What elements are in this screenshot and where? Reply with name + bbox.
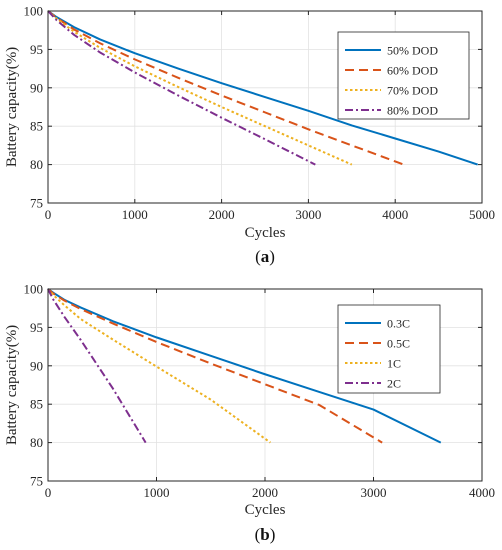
chart-a-series-2-line (47, 10, 353, 166)
chart-b-y-tick-label: 90 (30, 358, 43, 373)
chart-b-y-axis-label: Battery capacity(%) (4, 325, 20, 445)
chart-b-y-tick-label: 85 (30, 397, 43, 412)
chart-a-x-tick-label: 5000 (469, 207, 495, 222)
chart-b-legend-label-3: 2C (387, 377, 401, 391)
chart-a-x-tick-label: 4000 (382, 207, 408, 222)
chart-a-y-tick-label: 90 (30, 80, 43, 95)
chart-a-legend: 50% DOD 60% DOD 70% DOD 80% DOD (337, 31, 470, 120)
chart-a-x-tick-label: 2000 (209, 207, 235, 222)
chart-a-x-axis-label: Cycles (245, 225, 286, 241)
chart-a-axes-box (47, 10, 483, 204)
chart-b-legend: 0.3C 0.5C 1C 2C (337, 304, 441, 394)
chart-a-legend-label-0: 50% DOD (387, 44, 438, 58)
chart-a-y-tick-label: 85 (30, 119, 43, 134)
chart-a-x-tick-label: 3000 (295, 207, 321, 222)
chart-a-legend-label-3: 80% DOD (387, 104, 438, 118)
chart-b-x-tick-label: 4000 (469, 485, 495, 500)
chart-a-legend-label-1: 60% DOD (387, 64, 438, 78)
chart-a-x-tick-label: 1000 (122, 207, 148, 222)
chart-b-series-3-line (47, 288, 147, 444)
chart-b-legend-label-0: 0.3C (387, 317, 410, 331)
chart-a-y-tick-label: 80 (30, 157, 43, 172)
chart-b-x-tick-label: 1000 (144, 485, 170, 500)
chart-b-y-tick-label: 100 (24, 282, 44, 297)
chart-a-y-axis-label: Battery capacity(%) (4, 47, 20, 167)
chart-a-legend-label-2: 70% DOD (387, 84, 438, 98)
chart-b-legend-label-2: 1C (387, 357, 401, 371)
chart-b-legend-label-1: 0.5C (387, 337, 410, 351)
chart-a-series-1-line (47, 10, 405, 166)
chart-b-x-tick-label: 2000 (252, 485, 278, 500)
chart-a-y-tick-label: 100 (24, 4, 44, 19)
chart-a-series-3-line (47, 10, 316, 166)
chart-b-series-1-line (47, 288, 383, 444)
chart-b-legend-box (337, 304, 441, 394)
chart-a-y-tick-label: 75 (30, 196, 43, 211)
chart-b-y-tick-label: 75 (30, 474, 43, 489)
chart-b-series-2-line (47, 288, 272, 444)
chart-b-y-tick-label: 80 (30, 435, 43, 450)
chart-b-x-tick-label: 0 (45, 485, 52, 500)
chart-b-x-axis-label: Cycles (245, 502, 286, 518)
chart-b: 0 1000 2000 3000 4000 75 80 85 90 95 100 Cycles Batt… (4, 282, 495, 545)
chart-b-panel-caption: (b) (255, 525, 276, 544)
chart-a-legend-box (337, 31, 470, 120)
chart-a-panel-caption: (a) (255, 247, 275, 266)
chart-a-y-tick-label: 95 (30, 42, 43, 57)
chart-b-y-tick-label: 95 (30, 320, 43, 335)
chart-a-x-tick-label: 0 (45, 207, 52, 222)
chart-b-x-tick-label: 3000 (361, 485, 387, 500)
chart-a-series-0-line (47, 10, 478, 166)
chart-a: 0 1000 2000 3000 4000 5000 75 80 85 90 95 100 Cycles… (4, 4, 495, 267)
